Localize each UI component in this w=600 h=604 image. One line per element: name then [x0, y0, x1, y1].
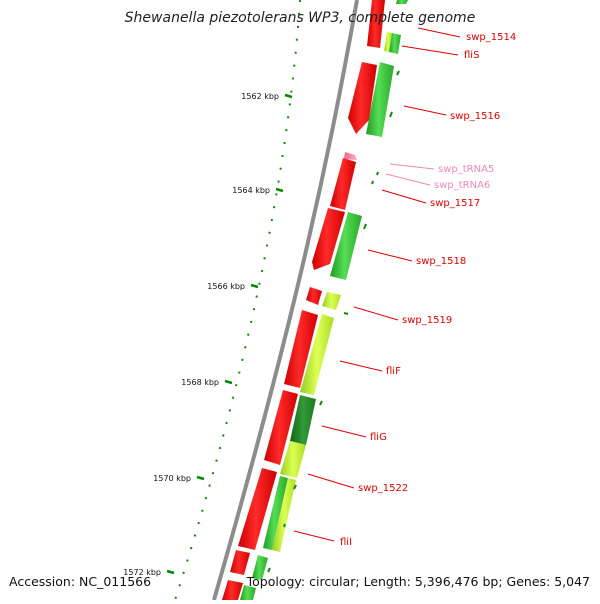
gene-label: fliI — [340, 537, 352, 548]
gene-arrow-fliS-green — [389, 33, 401, 54]
gene-arrow-fliG-yellow — [280, 441, 306, 478]
tick-label: 1572 kbp — [123, 568, 161, 577]
gene-label: fliF — [386, 366, 401, 377]
gene-label-leader — [293, 530, 335, 542]
map-title: Shewanella piezotolerans WP3, complete g… — [124, 10, 476, 26]
tick-group: 1562 kbp 1564 kbp 1566 kbp 1568 kbp 1570 kbp… — [123, 92, 293, 577]
genome-backbone — [212, 0, 359, 601]
gene-label: swp_1517 — [430, 198, 480, 209]
gene-label-leader — [403, 105, 447, 116]
tick-label: 1570 kbp — [153, 474, 191, 483]
gene-arrow-fliS-yellow — [384, 32, 392, 52]
gene-arrow-fliI — [230, 550, 250, 575]
gene-label-leader — [339, 360, 383, 372]
gene-label: fliS — [464, 50, 479, 61]
accession-text: Accession: NC_011566 — [9, 574, 152, 589]
gene-arrow-swp-trna — [344, 152, 357, 160]
tick-label: 1562 kbp — [241, 92, 279, 101]
tick-mark — [250, 283, 259, 289]
gene-label-leader — [417, 27, 461, 38]
feature-marks — [267, 70, 400, 573]
gene-label: swp_tRNA5 — [438, 164, 494, 175]
gene-arrow-swp-1522 — [238, 468, 277, 550]
gene-arrow-fliG — [264, 390, 298, 465]
tick-mark — [224, 379, 233, 385]
gene-label-leader — [367, 249, 413, 262]
topology-text: Topology: circular; Length: 5,396,476 bp… — [246, 574, 590, 589]
gene-arrow-swp-1522-green — [263, 476, 288, 550]
gene-label: swp_1518 — [416, 256, 466, 267]
gene-arrow-fliS — [348, 62, 377, 134]
gene-arrow-swp-1518-green — [330, 212, 362, 280]
gene-label: swp_1514 — [466, 32, 516, 43]
tick-mark — [275, 187, 284, 193]
gene-label: fliG — [370, 432, 387, 443]
gene-arrow-fliI-green — [252, 555, 268, 580]
gene-arrow-swp-1519-green — [322, 292, 341, 310]
gene-arrow-top-green — [396, 0, 408, 4]
gene-arrow-fliG-dark — [290, 395, 316, 445]
gene-arrow-fliF — [284, 310, 318, 388]
forward-gene-track — [222, 0, 385, 600]
gene-label-leader — [381, 189, 427, 204]
tick-label: 1566 kbp — [207, 282, 245, 291]
tick-label: 1568 kbp — [181, 378, 219, 387]
gene-label: swp_1516 — [450, 111, 500, 122]
gene-label-leader — [353, 306, 399, 321]
tick-label: 1564 kbp — [232, 186, 270, 195]
gene-arrow-swp-1519 — [306, 287, 322, 305]
gene-label-leader — [401, 45, 459, 56]
gene-label-group: swp_1514 fliS swp_1516 swp_tRNA5 swp_tRNA6sw… — [293, 27, 516, 548]
gene-arrow-swp-1517 — [330, 158, 356, 210]
gene-label: swp_1522 — [358, 483, 408, 494]
gene-label: swp_tRNA6 — [434, 180, 490, 191]
tick-mark — [196, 475, 205, 481]
gene-arrow-bottom — [222, 580, 243, 600]
tick-mark — [166, 569, 175, 575]
reverse-gene-track — [240, 0, 408, 600]
tick-mark — [284, 93, 293, 99]
tick-track — [174, 0, 301, 601]
gene-label-leader — [389, 163, 435, 170]
gene-label-leader — [385, 173, 431, 186]
gene-label-leader — [307, 473, 355, 489]
gene-arrow-swp-1522-yellow — [272, 478, 296, 552]
gene-arrow-bottom-green — [240, 585, 256, 600]
gene-arrow-swp-1516 — [366, 62, 394, 137]
gene-arrow-swp-1514 — [367, 0, 385, 48]
gene-arrow-fliF-yellow — [300, 314, 334, 395]
gene-label-leader — [321, 425, 367, 438]
gene-label: swp_1519 — [402, 315, 452, 326]
gene-arrow-swp-1518 — [312, 208, 345, 270]
